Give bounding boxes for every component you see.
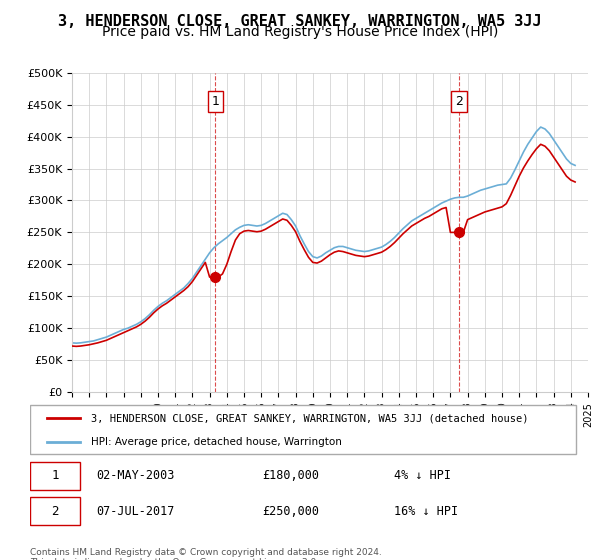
Text: 1: 1: [51, 469, 59, 482]
Text: 2: 2: [455, 95, 463, 108]
FancyBboxPatch shape: [30, 497, 80, 525]
Text: £180,000: £180,000: [262, 469, 319, 482]
Text: 02-MAY-2003: 02-MAY-2003: [96, 469, 175, 482]
Text: 16% ↓ HPI: 16% ↓ HPI: [394, 505, 458, 517]
FancyBboxPatch shape: [30, 461, 80, 489]
Text: 4% ↓ HPI: 4% ↓ HPI: [394, 469, 451, 482]
Text: Price paid vs. HM Land Registry's House Price Index (HPI): Price paid vs. HM Land Registry's House …: [102, 25, 498, 39]
Text: HPI: Average price, detached house, Warrington: HPI: Average price, detached house, Warr…: [91, 436, 341, 446]
FancyBboxPatch shape: [30, 405, 577, 454]
Text: 3, HENDERSON CLOSE, GREAT SANKEY, WARRINGTON, WA5 3JJ: 3, HENDERSON CLOSE, GREAT SANKEY, WARRIN…: [58, 14, 542, 29]
Text: £250,000: £250,000: [262, 505, 319, 517]
Text: 2: 2: [51, 505, 59, 517]
Text: Contains HM Land Registry data © Crown copyright and database right 2024.
This d: Contains HM Land Registry data © Crown c…: [30, 548, 382, 560]
Text: 3, HENDERSON CLOSE, GREAT SANKEY, WARRINGTON, WA5 3JJ (detached house): 3, HENDERSON CLOSE, GREAT SANKEY, WARRIN…: [91, 413, 528, 423]
Text: 07-JUL-2017: 07-JUL-2017: [96, 505, 175, 517]
Text: 1: 1: [211, 95, 219, 108]
